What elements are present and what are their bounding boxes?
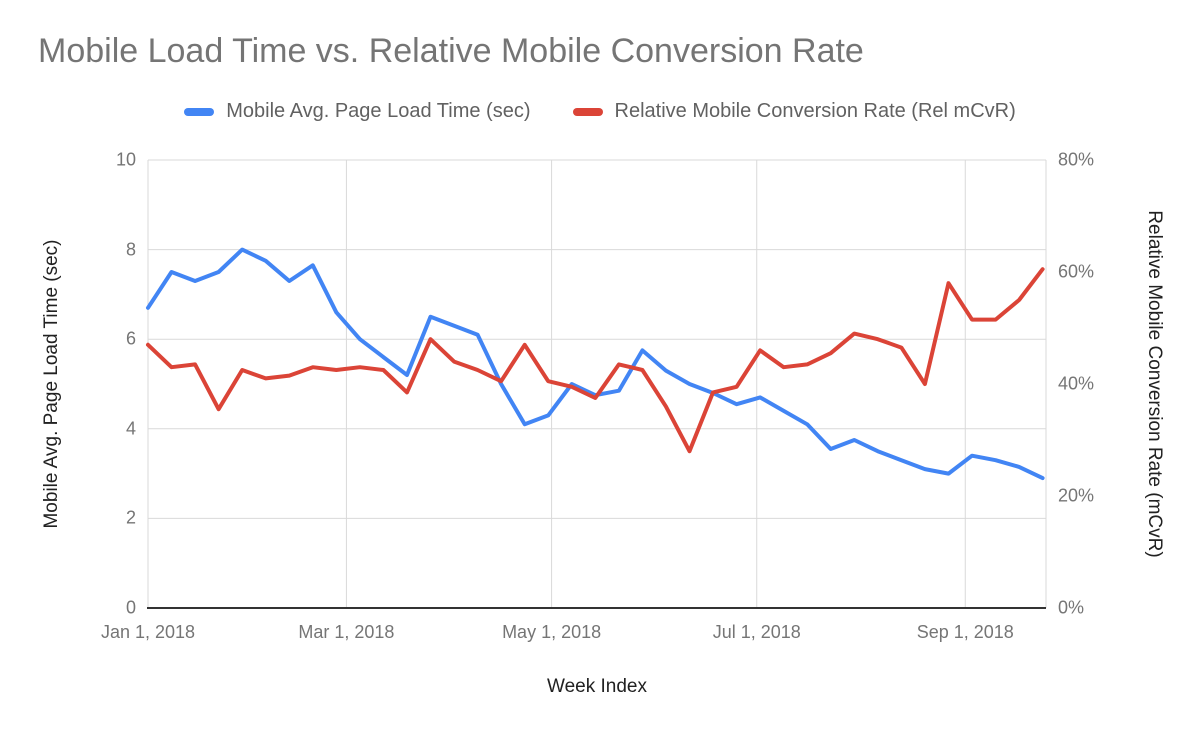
x-axis-title: Week Index (547, 676, 647, 697)
legend-item-load-time: Mobile Avg. Page Load Time (sec) (184, 100, 531, 123)
legend-label-load-time: Mobile Avg. Page Load Time (sec) (226, 100, 531, 122)
series-line-load-time (146, 247, 1045, 481)
legend-item-conversion-rate: Relative Mobile Conversion Rate (Rel mCv… (572, 100, 1016, 123)
legend-swatch-load-time-icon (184, 107, 215, 116)
series-line-conversion-rate (146, 267, 1045, 454)
y-axis-right-title: Relative Mobile Conversion Rate (mCvR) (1144, 210, 1165, 558)
chart-title: Mobile Load Time vs. Relative Mobile Con… (38, 32, 864, 70)
y-axis-left-title: Mobile Avg. Page Load Time (sec) (41, 239, 62, 529)
legend: Mobile Avg. Page Load Time (sec) Relativ… (0, 100, 1200, 123)
legend-swatch-conversion-rate-icon (572, 107, 603, 116)
legend-label-conversion-rate: Relative Mobile Conversion Rate (Rel mCv… (614, 100, 1016, 122)
